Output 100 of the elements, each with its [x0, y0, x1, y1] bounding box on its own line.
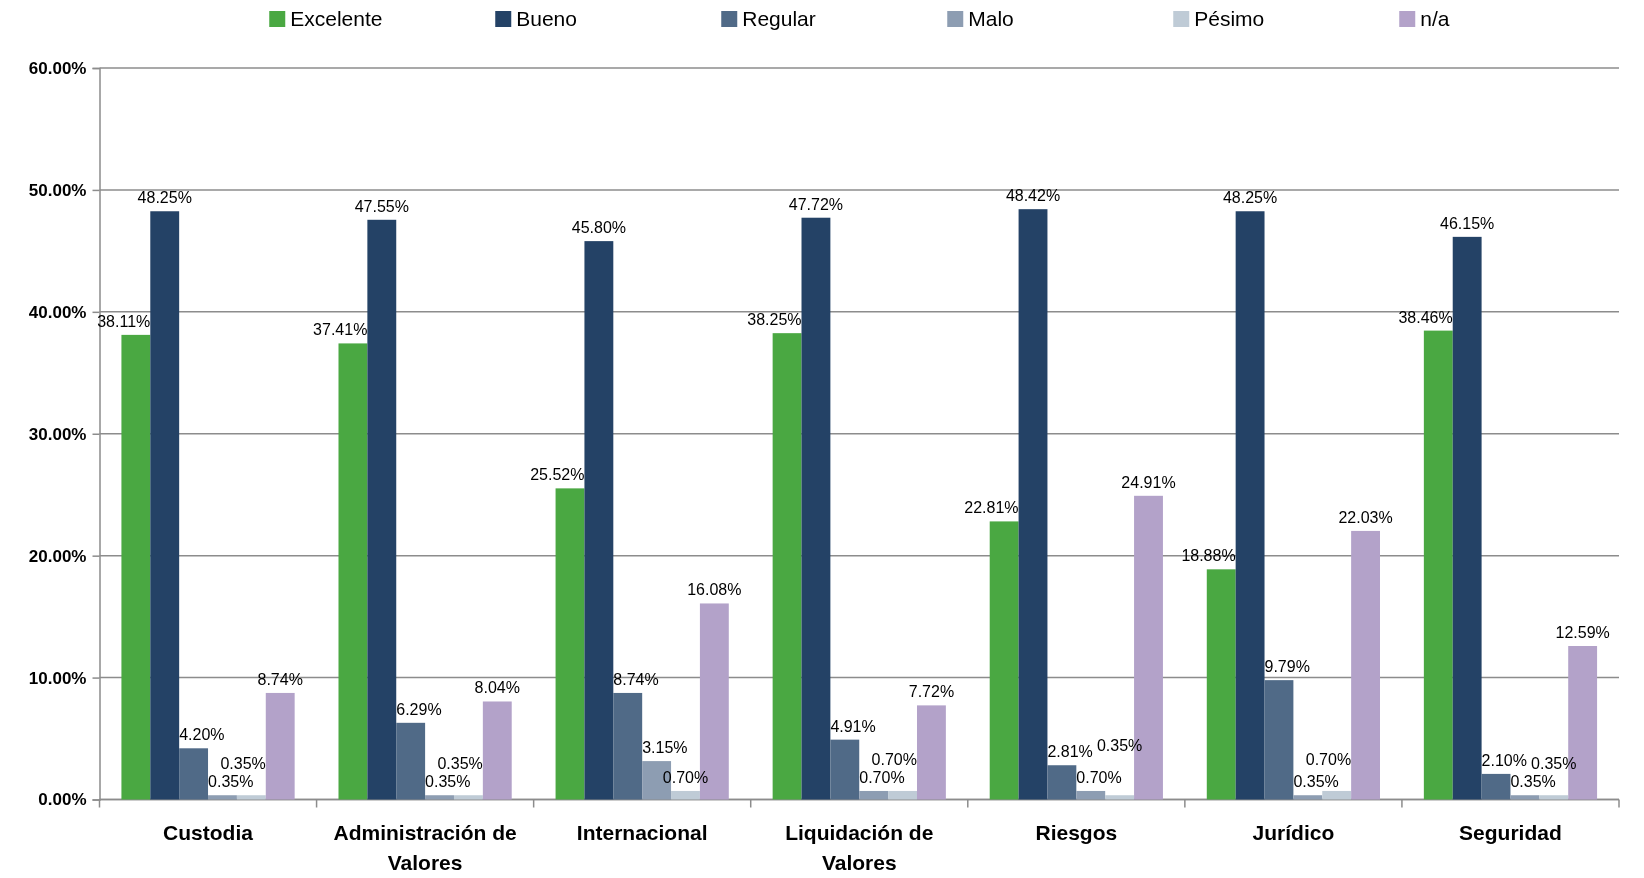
bar — [1206, 569, 1236, 800]
x-tick-label: Jurídico — [1252, 820, 1335, 844]
legend-label: Malo — [968, 7, 1014, 30]
x-tick-label: Administración de Valores — [333, 820, 517, 874]
bar — [208, 795, 237, 800]
bar — [179, 748, 209, 800]
data-label: 18.88% — [1181, 547, 1236, 565]
data-label: 6.29% — [396, 700, 442, 718]
data-label: 8.74% — [257, 670, 303, 688]
bar — [772, 333, 802, 800]
data-label: 0.70% — [859, 768, 905, 786]
bar — [801, 217, 831, 800]
bar — [1076, 790, 1106, 800]
bar — [916, 705, 946, 800]
bar — [888, 790, 917, 800]
legend-label: Excelente — [290, 7, 383, 30]
data-label: 38.46% — [1398, 308, 1453, 326]
y-tick-label: 50.00% — [28, 180, 87, 200]
data-label: 9.79% — [1264, 658, 1310, 676]
bar — [1105, 795, 1135, 800]
bar — [1235, 211, 1265, 800]
bar — [236, 795, 266, 800]
y-tick-label: 0.00% — [38, 790, 87, 810]
data-label: 0.70% — [871, 750, 917, 768]
bar — [1481, 773, 1511, 800]
y-tick-label: 10.00% — [28, 668, 87, 688]
data-label: 47.55% — [354, 197, 409, 215]
x-tick-label: Internacional — [576, 820, 708, 844]
data-label: 8.74% — [613, 670, 659, 688]
bar — [1351, 530, 1380, 800]
legend-label: Regular — [742, 7, 816, 30]
data-label: 12.59% — [1555, 624, 1610, 642]
bar — [396, 722, 426, 800]
bar — [830, 739, 860, 800]
bar — [121, 334, 151, 800]
x-tick-label: Liquidación de Valores — [785, 820, 934, 874]
data-label: 4.91% — [830, 717, 876, 735]
bar — [1423, 330, 1453, 800]
bar — [1293, 795, 1323, 800]
bar — [265, 692, 295, 800]
data-label: 0.35% — [1096, 737, 1143, 755]
data-label: 0.35% — [437, 755, 483, 773]
data-label: 46.15% — [1440, 214, 1495, 232]
bar — [1539, 795, 1569, 800]
data-label: 0.35% — [208, 773, 254, 791]
bar — [1452, 236, 1482, 800]
data-label: 45.80% — [571, 219, 627, 237]
data-label: 0.70% — [662, 768, 709, 786]
bar — [555, 488, 585, 800]
bar — [425, 795, 454, 800]
data-label: 8.04% — [474, 679, 520, 697]
data-label: 3.15% — [642, 739, 688, 757]
data-label: 48.42% — [1005, 187, 1061, 205]
data-label: 16.08% — [687, 581, 742, 599]
data-label: 2.81% — [1047, 743, 1093, 761]
legend-label: Pésimo — [1194, 7, 1265, 30]
data-label: 0.35% — [1531, 755, 1577, 773]
bar — [1018, 209, 1048, 800]
bar — [989, 521, 1019, 800]
legend-label: n/a — [1420, 7, 1450, 30]
data-label: 47.72% — [788, 195, 844, 213]
x-tick-label: Custodia — [163, 820, 254, 844]
bar — [1264, 680, 1294, 800]
data-label: 0.35% — [425, 773, 471, 791]
data-label: 2.10% — [1481, 751, 1527, 769]
data-label: 38.25% — [747, 311, 802, 329]
data-label: 7.72% — [908, 683, 955, 701]
data-label: 0.70% — [1305, 750, 1352, 768]
data-label: 25.52% — [530, 466, 585, 484]
x-tick-label: Riesgos — [1035, 820, 1118, 844]
bar — [1047, 765, 1077, 800]
data-label: 0.70% — [1076, 768, 1122, 786]
bar — [671, 790, 700, 800]
bar — [1510, 795, 1540, 800]
data-label: 24.91% — [1121, 473, 1176, 491]
data-label: 0.35% — [1293, 773, 1339, 791]
data-label: 22.81% — [964, 499, 1019, 517]
bar — [859, 790, 889, 800]
y-tick-label: 30.00% — [28, 424, 87, 444]
bar — [338, 343, 368, 800]
bar — [482, 701, 512, 800]
x-tick-label: Seguridad — [1459, 820, 1562, 844]
data-label: 4.20% — [179, 726, 225, 744]
bar — [584, 241, 614, 800]
bar — [367, 219, 397, 800]
data-label: 22.03% — [1338, 508, 1393, 526]
legend-label: Bueno — [516, 7, 577, 30]
bar — [613, 692, 643, 800]
data-label: 48.25% — [137, 189, 192, 207]
y-tick-label: 60.00% — [28, 58, 87, 78]
bar — [150, 211, 180, 800]
y-tick-label: 40.00% — [28, 302, 87, 322]
bar — [453, 795, 483, 800]
data-label: 0.35% — [220, 755, 266, 773]
data-label: 0.35% — [1510, 773, 1556, 791]
data-label: 37.41% — [313, 321, 368, 339]
data-label: 38.11% — [97, 312, 151, 330]
data-label: 48.25% — [1222, 189, 1278, 207]
y-tick-label: 20.00% — [28, 546, 87, 566]
bar — [1322, 790, 1352, 800]
